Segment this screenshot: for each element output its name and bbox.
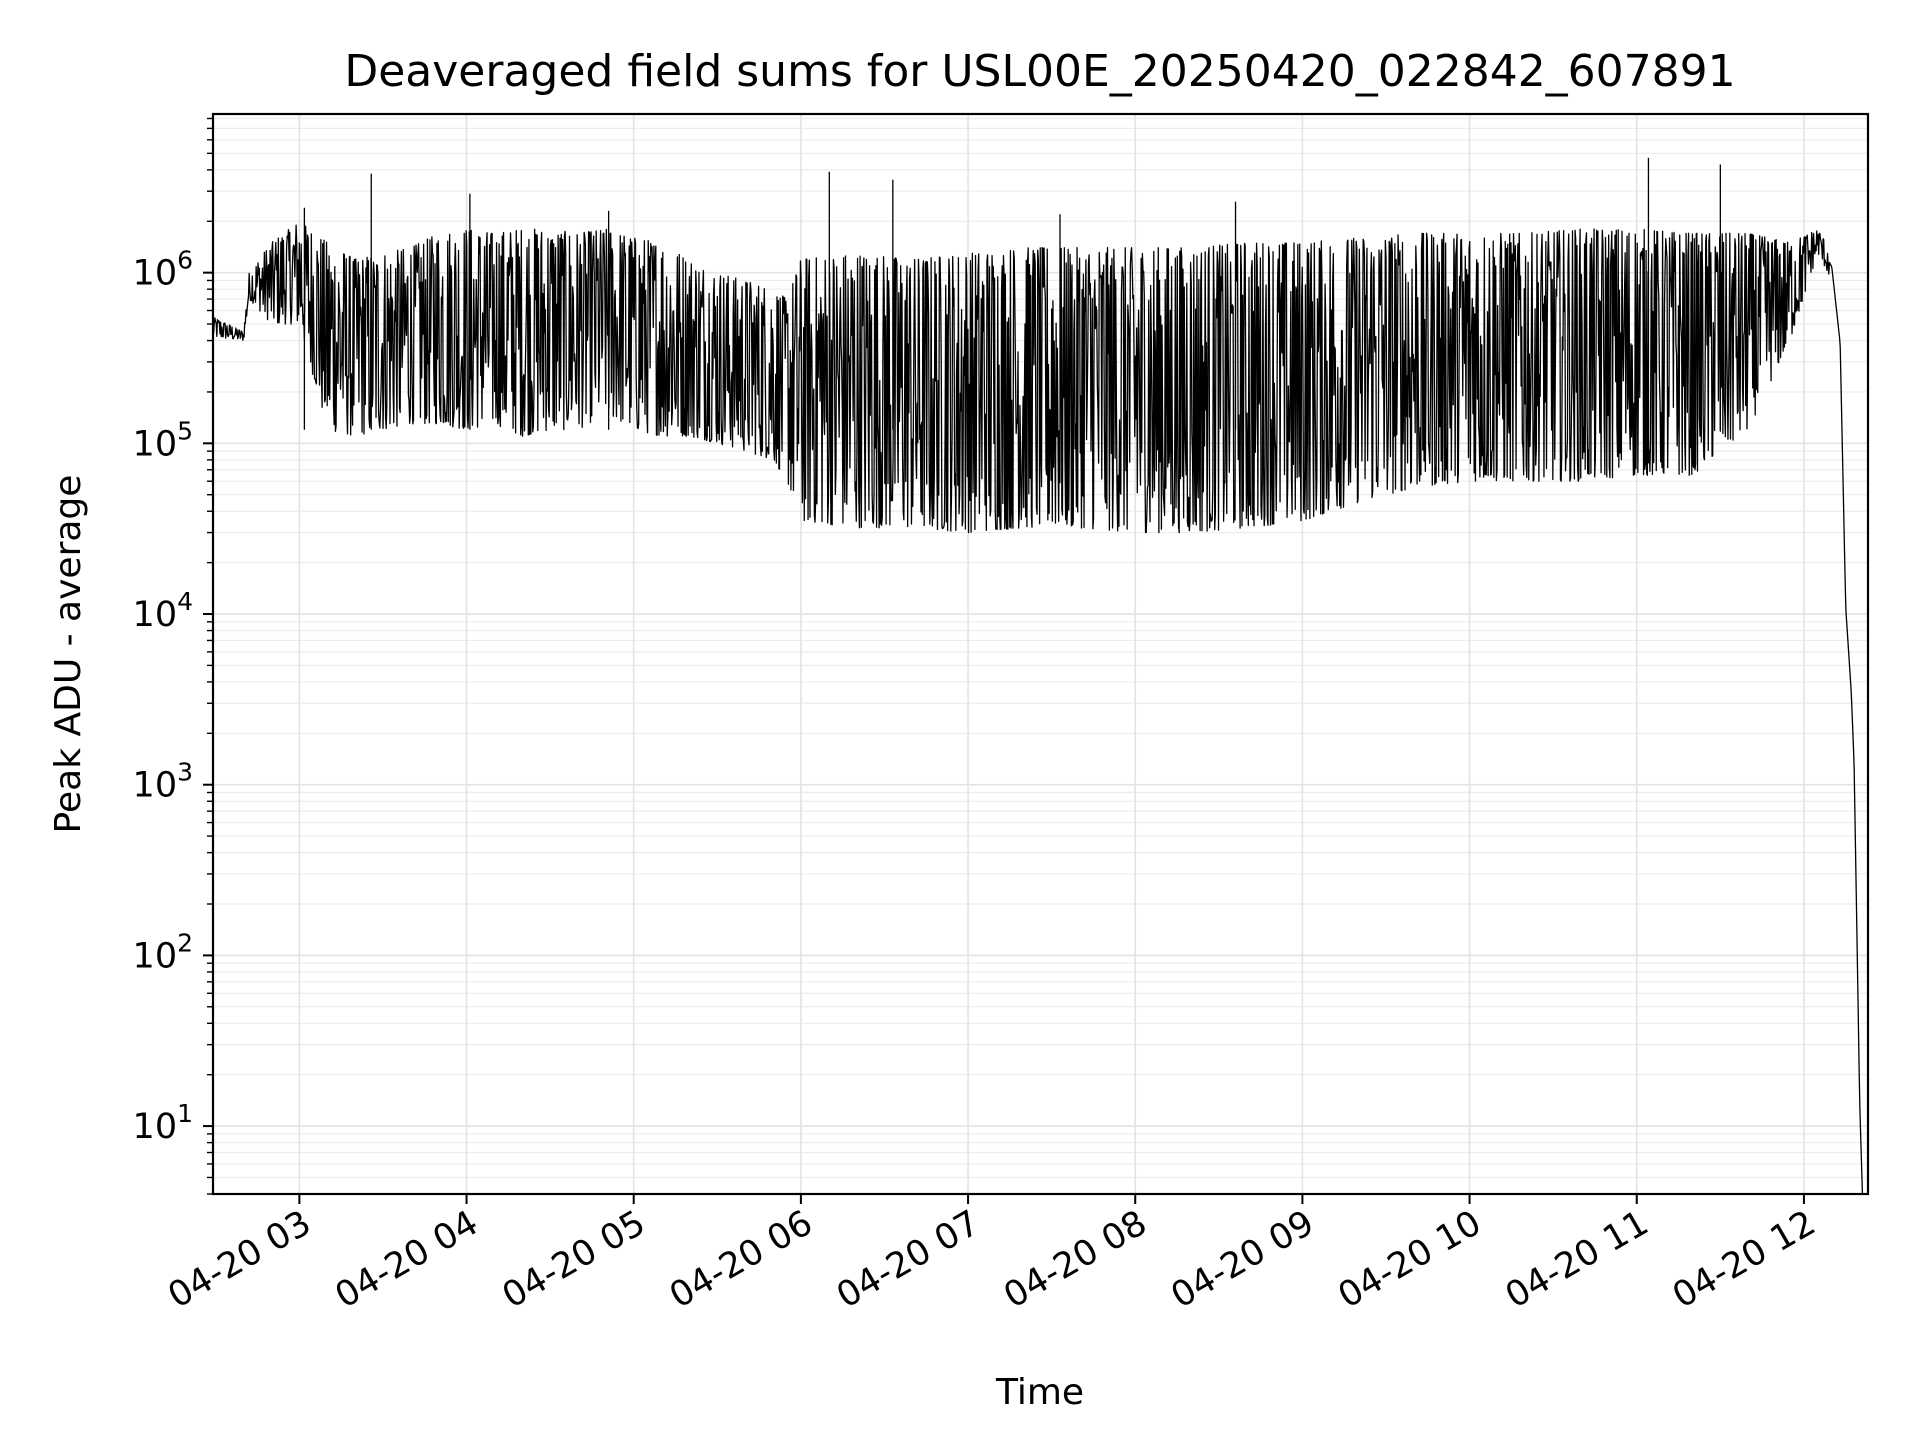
- data-layer: [212, 157, 1864, 1195]
- x-tick-label: 04-20 08: [997, 1203, 1153, 1316]
- x-tick-label: 04-20 09: [1165, 1203, 1321, 1316]
- x-tick-label: 04-20 05: [496, 1203, 652, 1316]
- x-tick-label: 04-20 12: [1666, 1203, 1822, 1316]
- y-tick-label: 104: [133, 587, 193, 635]
- y-tick-label: 106: [133, 246, 193, 294]
- x-tick-label: 04-20 07: [830, 1203, 986, 1316]
- x-tick-label: 04-20 03: [162, 1203, 318, 1316]
- x-tick-label: 04-20 06: [663, 1203, 819, 1316]
- y-tick-label: 103: [133, 758, 193, 806]
- y-tick-label: 102: [133, 928, 193, 976]
- x-tick-label: 04-20 04: [329, 1203, 485, 1316]
- x-tick-label: 04-20 11: [1499, 1203, 1655, 1316]
- y-axis-title: Peak ADU - average: [48, 475, 89, 834]
- plot-frame: [211, 112, 1870, 1196]
- series-line: [212, 224, 1864, 1195]
- chart-title: Deaveraged field sums for USL00E_2025042…: [344, 46, 1735, 97]
- x-tick-label: 04-20 10: [1332, 1203, 1488, 1316]
- x-axis-title: Time: [995, 1372, 1084, 1413]
- y-tick-label: 101: [133, 1099, 193, 1147]
- y-tick-label: 105: [133, 416, 193, 464]
